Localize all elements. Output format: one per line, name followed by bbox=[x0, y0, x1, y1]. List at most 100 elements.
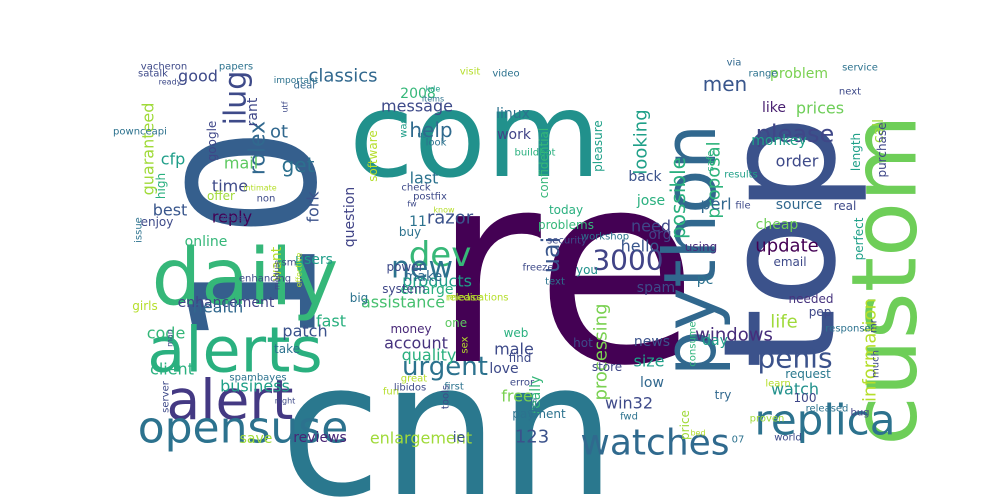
word-patch: patch bbox=[282, 322, 327, 341]
word-look: look bbox=[426, 138, 447, 149]
word-first: first bbox=[444, 382, 464, 393]
word-penis: penis bbox=[757, 342, 832, 375]
word-great: great bbox=[401, 374, 428, 385]
word-save: save bbox=[240, 431, 273, 447]
word-health: health bbox=[193, 298, 244, 317]
word-python: python bbox=[648, 124, 732, 376]
word-win32: win32 bbox=[605, 394, 653, 413]
word-purchase: purchase bbox=[875, 122, 889, 177]
word-medications: medications bbox=[447, 293, 508, 304]
word-rant: rant bbox=[245, 97, 261, 126]
word-bed: bed bbox=[690, 429, 705, 438]
word-message: message bbox=[381, 97, 453, 116]
word-mail: mail bbox=[224, 154, 258, 173]
word-3000: 3000 bbox=[592, 244, 663, 277]
word-guaranteed: guaranteed bbox=[139, 103, 158, 196]
word-pep: pep bbox=[809, 305, 832, 319]
word-system: system bbox=[382, 282, 425, 296]
word-world: world bbox=[774, 433, 802, 444]
word-request: request bbox=[785, 367, 831, 381]
word-offer: offer bbox=[207, 189, 235, 203]
word-assistance: assistance bbox=[361, 293, 445, 312]
word-07: 07 bbox=[732, 435, 745, 446]
word-time: time bbox=[212, 177, 248, 196]
word-store: store bbox=[592, 360, 622, 374]
word-papers: papers bbox=[219, 62, 253, 73]
word-you: you bbox=[576, 263, 598, 277]
word-free: free bbox=[501, 387, 533, 406]
word-proposal: proposal bbox=[704, 141, 725, 218]
word-text: text bbox=[545, 277, 565, 288]
word-payment: payment bbox=[512, 407, 566, 421]
word-get: get bbox=[282, 153, 315, 177]
word-processing: processing bbox=[591, 303, 612, 400]
word-was: was bbox=[399, 118, 410, 138]
word-web: web bbox=[504, 326, 529, 340]
word-quality: quality bbox=[402, 346, 457, 365]
word-enhancing: enhancing bbox=[239, 274, 291, 285]
word-fun: fun bbox=[383, 387, 399, 398]
word-fast: fast bbox=[316, 312, 346, 331]
word-man: man bbox=[166, 329, 175, 347]
word-pc: pc bbox=[697, 272, 714, 288]
word-price: price bbox=[678, 410, 692, 440]
word-enlargement: enlargement bbox=[370, 429, 472, 448]
word-ot: ot bbox=[270, 122, 288, 143]
word-source: source bbox=[776, 197, 823, 213]
word-response: response bbox=[825, 324, 870, 335]
word-need: need bbox=[631, 217, 671, 236]
word-life: life bbox=[770, 312, 797, 333]
word-find: find bbox=[509, 351, 532, 365]
word-via: via bbox=[727, 58, 742, 69]
word-business: business bbox=[220, 377, 290, 396]
word-123: 123 bbox=[515, 427, 549, 448]
word-new: new bbox=[391, 251, 453, 286]
word-linux: linux bbox=[496, 106, 530, 122]
word-next: next bbox=[839, 87, 861, 98]
word-dear: dear bbox=[294, 81, 318, 92]
word-kde: kde bbox=[426, 85, 441, 94]
word-replica: replica bbox=[754, 396, 895, 445]
word-ie: ie bbox=[453, 430, 466, 446]
word-error: error bbox=[510, 378, 535, 389]
word-power: power bbox=[386, 260, 423, 274]
word-fw: fw bbox=[407, 200, 417, 209]
word-client: client bbox=[150, 360, 194, 379]
word-intimate: intimate bbox=[243, 184, 276, 193]
word-information: information bbox=[860, 298, 881, 402]
word-high: high bbox=[154, 173, 168, 199]
word-video: video bbox=[492, 69, 519, 80]
word-work: work bbox=[497, 127, 532, 143]
word-code: code bbox=[147, 324, 186, 343]
word-module: module bbox=[273, 260, 282, 290]
word-reviews: reviews bbox=[293, 430, 347, 446]
word-alert: alert bbox=[167, 368, 294, 432]
word-issue: issue bbox=[134, 217, 145, 243]
word-watches: watches bbox=[580, 423, 729, 464]
word-online: online bbox=[185, 234, 228, 250]
word-size: size bbox=[633, 352, 664, 371]
word-confidential: confidential bbox=[537, 128, 551, 198]
word-back: back bbox=[628, 169, 662, 185]
word-ilug: ilug bbox=[219, 71, 254, 126]
word-opensuse: opensuse bbox=[138, 403, 349, 454]
word-account: account bbox=[384, 334, 448, 353]
word-looking: looking bbox=[631, 109, 652, 174]
word-really: really bbox=[528, 376, 544, 415]
word-tools: tools bbox=[441, 385, 452, 409]
word-alerts: alerts bbox=[147, 314, 322, 387]
word-help: help bbox=[409, 118, 452, 142]
word-fwd: fwd bbox=[620, 412, 638, 423]
word-mr: mr bbox=[869, 318, 880, 333]
word-perfect: perfect bbox=[852, 217, 866, 260]
word-jose: jose bbox=[636, 193, 665, 209]
word-software: software bbox=[366, 130, 380, 182]
word-100: 100 bbox=[794, 391, 817, 405]
word-products: products bbox=[402, 272, 472, 291]
word-com: com bbox=[349, 66, 601, 204]
word-2008: 2008 bbox=[400, 86, 436, 102]
word-cnn: cnn bbox=[280, 322, 616, 500]
word-non: non bbox=[257, 194, 276, 205]
word-satalk: satalk bbox=[138, 69, 168, 80]
